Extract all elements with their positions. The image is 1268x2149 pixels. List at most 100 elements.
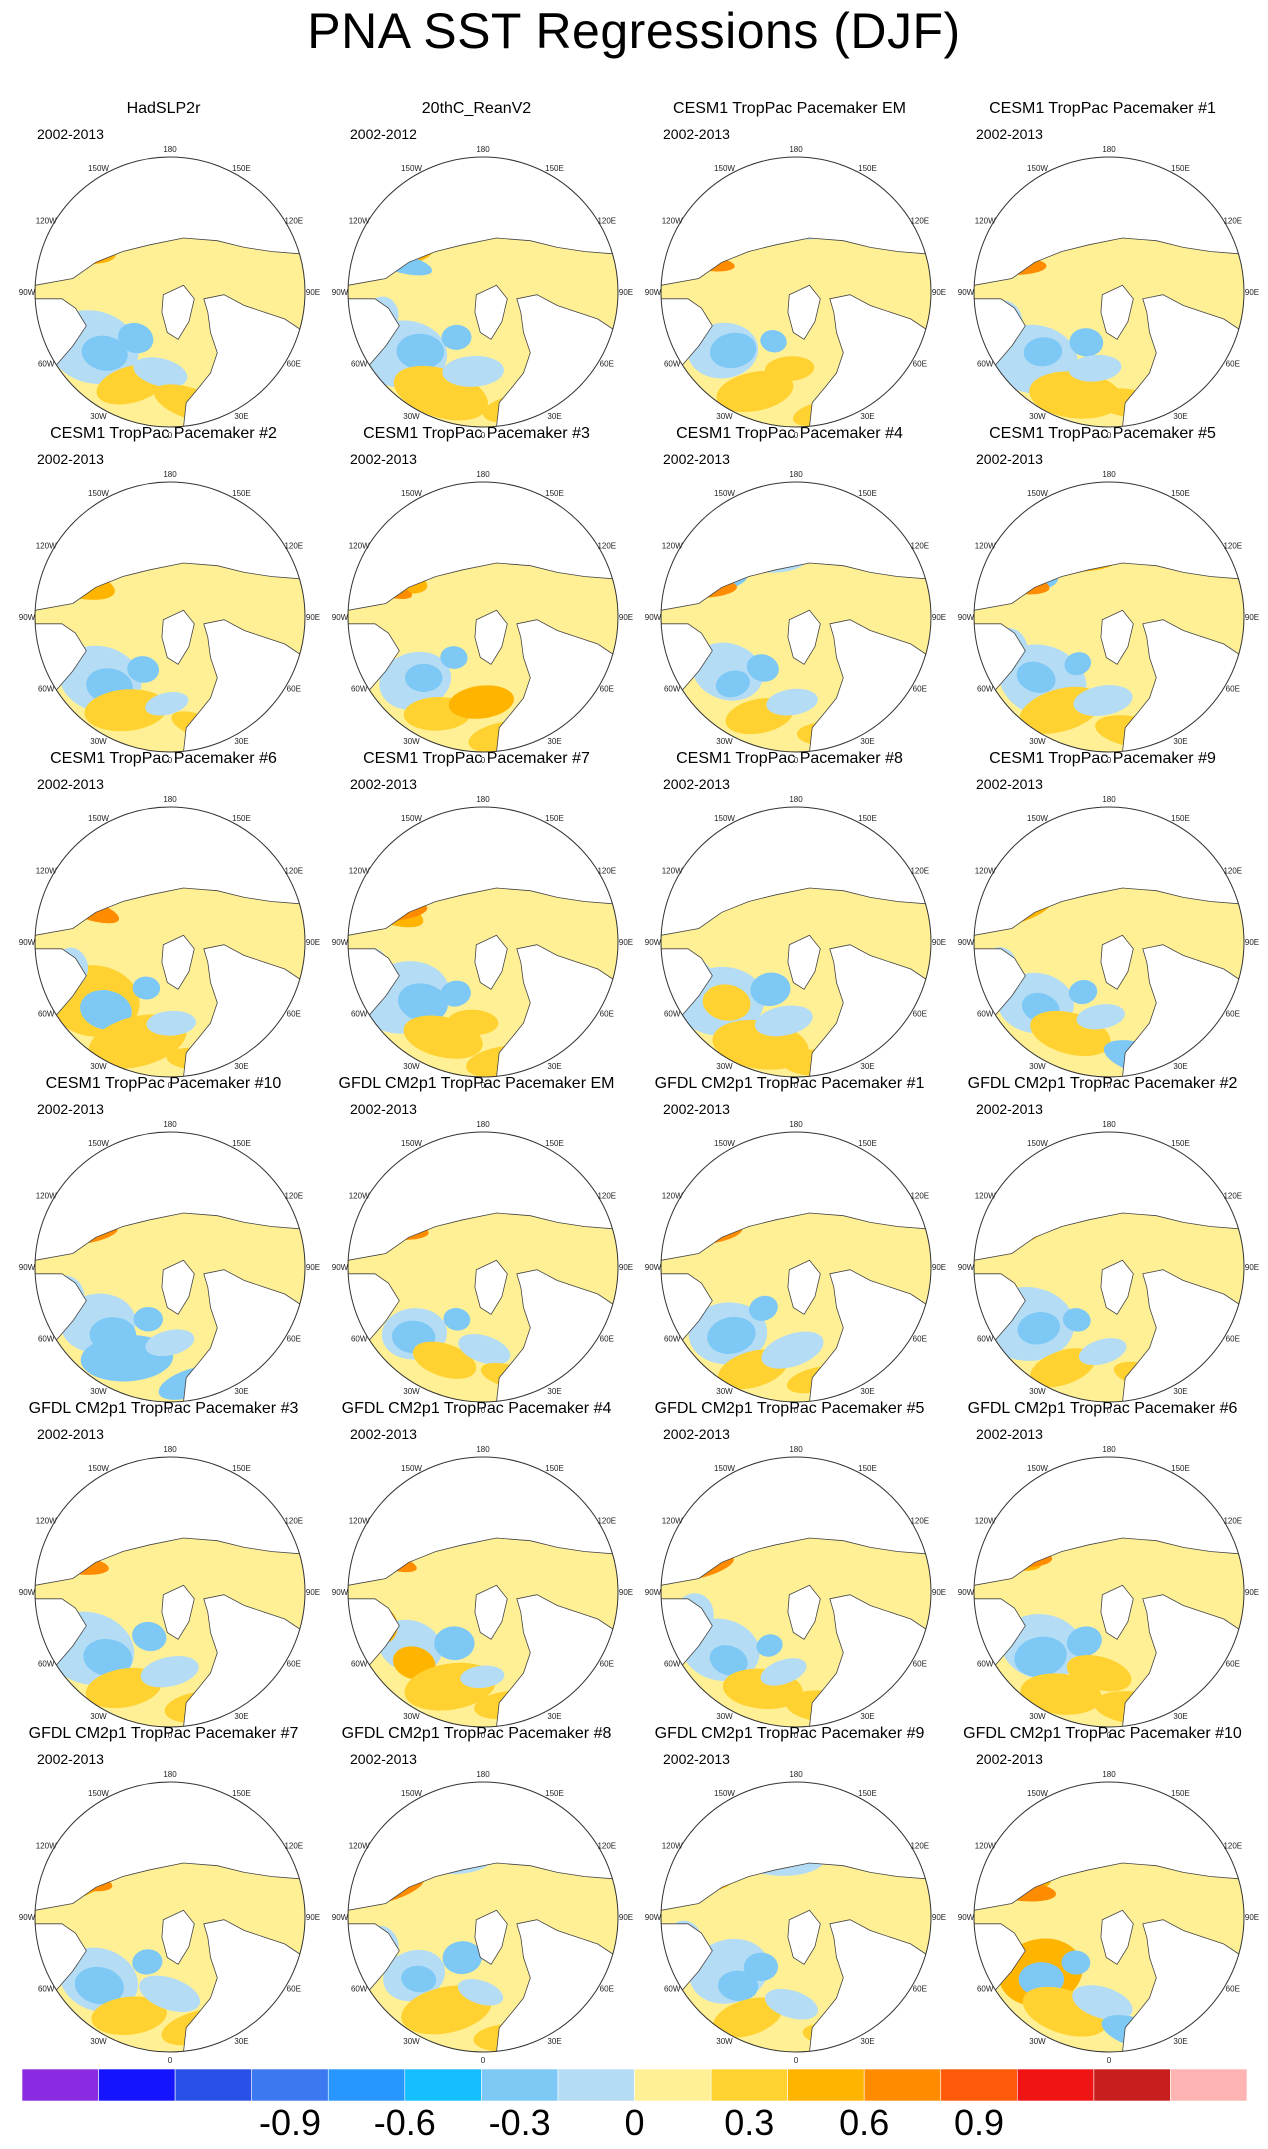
polar-map: 180 150E 120E 90E 60E 30E 0 30W 60W 90W 120W 150W	[645, 470, 946, 765]
longitude-label: 30E	[547, 1387, 561, 1396]
longitude-label: 90E	[1245, 1588, 1259, 1597]
sst-anomaly-blob	[1078, 1338, 1127, 1366]
longitude-label: 30W	[716, 1712, 733, 1721]
longitude-label: 30W	[716, 737, 733, 746]
map-panel: CESM1 TropPac Pacemaker #9 2002-2013 180 15…	[946, 750, 1259, 1090]
panel-title: GFDL CM2p1 TropPac Pacemaker EM	[338, 1075, 615, 1092]
map-boundary	[973, 1781, 1245, 2053]
panel-period: 2002-2013	[37, 1426, 104, 1442]
sst-anomaly-blob	[146, 1010, 197, 1036]
polar-map: 180 150E 120E 90E 60E 30E 0 30W 60W 90W 120W 150W	[645, 1770, 946, 2065]
longitude-label: 120E	[1223, 1192, 1242, 1201]
sst-anomaly-blob	[716, 370, 794, 413]
longitude-label: 120E	[597, 1842, 616, 1851]
longitude-label: 120W	[975, 1192, 996, 1201]
longitude-label: 60E	[600, 685, 614, 694]
map-panel: 20thC_ReanV2 2002-2012 180 150E 120E 90E 60E 30…	[320, 100, 633, 440]
longitude-label: 30W	[716, 1387, 733, 1396]
longitude-label: 60W	[351, 1010, 368, 1019]
longitude-label: 0	[1107, 1731, 1112, 1740]
sst-anomaly-blob	[440, 646, 468, 669]
longitude-label: 120W	[36, 1192, 57, 1201]
map-panel: CESM1 TropPac Pacemaker #4 2002-2013 180 15…	[633, 425, 946, 765]
longitude-label: 90E	[306, 1263, 320, 1272]
longitude-label: 180	[1102, 145, 1116, 154]
longitude-label: 0	[1107, 1081, 1112, 1090]
longitude-label: 90W	[645, 1588, 662, 1597]
longitude-label: 60E	[1226, 1335, 1240, 1344]
panel-title: CESM1 TropPac Pacemaker #6	[50, 750, 277, 767]
longitude-label: 150E	[232, 814, 251, 823]
longitude-label: 150W	[1027, 1464, 1048, 1473]
longitude-label: 120E	[1223, 1842, 1242, 1851]
longitude-label: 30W	[90, 2037, 107, 2046]
polar-map: 180 150E 120E 90E 60E 30E 0 30W 60W 90W 120W 150W	[645, 145, 946, 440]
longitude-label: 60W	[977, 1010, 994, 1019]
longitude-label: 150E	[1171, 489, 1190, 498]
map-panel: GFDL CM2p1 TropPac Pacemaker #3 2002-2013…	[7, 1400, 320, 1740]
longitude-label: 90W	[958, 288, 975, 297]
longitude-label: 120W	[975, 542, 996, 551]
longitude-label: 120W	[36, 1517, 57, 1526]
longitude-label: 150E	[1171, 164, 1190, 173]
greenland-land	[787, 609, 821, 665]
sst-anomaly-blob	[145, 691, 189, 716]
longitude-label: 120E	[597, 1192, 616, 1201]
panel-period: 2002-2013	[350, 1751, 417, 1767]
sst-anomaly-blob	[1023, 337, 1063, 367]
longitude-label: 90W	[332, 1588, 349, 1597]
longitude-label: 90W	[332, 1263, 349, 1272]
longitude-label: 150W	[714, 814, 735, 823]
longitude-label: 60W	[977, 1335, 994, 1344]
longitude-label: 30W	[90, 1387, 107, 1396]
longitude-label: 60W	[38, 1335, 55, 1344]
longitude-label: 0	[168, 756, 173, 765]
greenland-land	[474, 1584, 508, 1640]
longitude-label: 0	[481, 1081, 486, 1090]
panel-title: CESM1 TropPac Pacemaker #2	[50, 425, 277, 442]
longitude-label: 30E	[1173, 737, 1187, 746]
north-america-land	[348, 157, 618, 286]
map-panel: GFDL CM2p1 TropPac Pacemaker #8 2002-2013…	[320, 1725, 633, 2065]
longitude-label: 60E	[287, 360, 301, 369]
panel-title: 20thC_ReanV2	[421, 100, 532, 117]
map-boundary	[660, 1456, 932, 1728]
longitude-label: 60E	[1226, 1010, 1240, 1019]
polar-map: 180 150E 120E 90E 60E 30E 0 30W 60W 90W 120W 150W	[332, 470, 633, 765]
longitude-label: 60E	[600, 1335, 614, 1344]
longitude-label: 180	[163, 795, 177, 804]
longitude-label: 120W	[662, 1517, 683, 1526]
longitude-label: 150W	[401, 1464, 422, 1473]
longitude-label: 30E	[1173, 2037, 1187, 2046]
longitude-label: 0	[794, 756, 799, 765]
longitude-label: 120W	[349, 1192, 370, 1201]
north-america-land	[661, 1132, 931, 1261]
longitude-label: 30W	[716, 1062, 733, 1071]
longitude-label: 180	[1102, 470, 1116, 479]
north-america-land	[35, 1457, 305, 1586]
longitude-label: 180	[476, 795, 490, 804]
polar-map: 180 150E 120E 90E 60E 30E 0 30W 60W 90W 120W 150W	[19, 470, 320, 765]
longitude-label: 30E	[547, 1062, 561, 1071]
longitude-label: 0	[481, 756, 486, 765]
map-boundary	[34, 1781, 306, 2053]
longitude-label: 150E	[545, 489, 564, 498]
longitude-label: 150W	[401, 489, 422, 498]
map-boundary	[34, 481, 306, 753]
sst-anomaly-blob	[754, 1005, 813, 1037]
longitude-label: 180	[163, 1120, 177, 1129]
longitude-label: 60W	[664, 1660, 681, 1669]
north-america-land	[974, 1132, 1244, 1261]
longitude-label: 150W	[401, 1789, 422, 1798]
longitude-label: 180	[476, 1445, 490, 1454]
map-panel: CESM1 TropPac Pacemaker #2 2002-2013 180 15…	[7, 425, 320, 765]
longitude-label: 30E	[860, 1387, 874, 1396]
longitude-label: 30W	[90, 737, 107, 746]
longitude-label: 90W	[645, 288, 662, 297]
longitude-label: 180	[163, 470, 177, 479]
sst-anomaly-blob	[412, 1341, 477, 1379]
longitude-label: 60W	[38, 1660, 55, 1669]
longitude-label: 120W	[662, 867, 683, 876]
longitude-label: 90W	[958, 1263, 975, 1272]
panel-title: GFDL CM2p1 TropPac Pacemaker #2	[967, 1075, 1238, 1092]
